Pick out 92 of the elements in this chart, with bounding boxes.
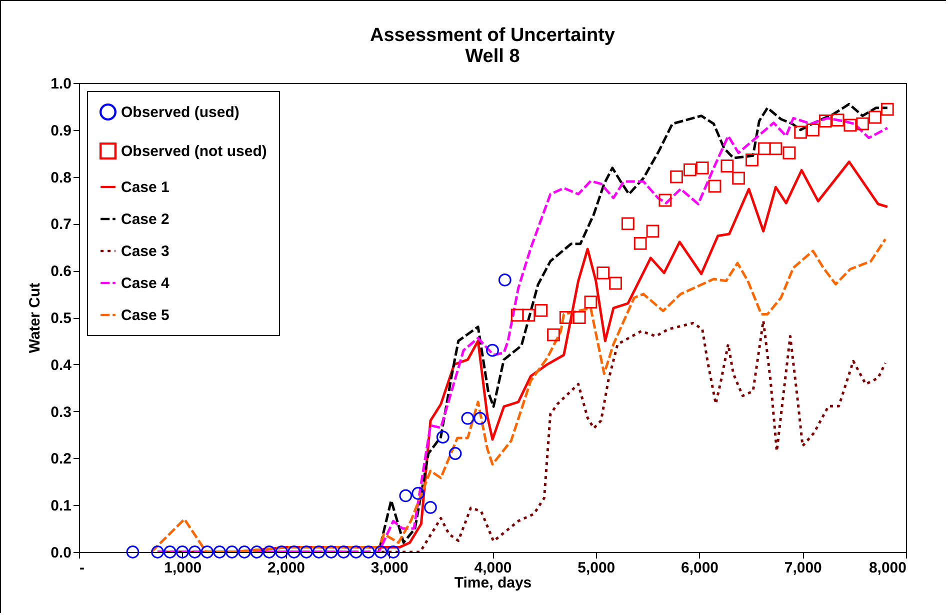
point <box>226 546 238 558</box>
legend-label: Case 2 <box>121 211 170 228</box>
point <box>658 194 672 207</box>
y-tick-label: 0.7 <box>50 216 72 234</box>
point <box>844 118 857 132</box>
point <box>621 217 634 230</box>
point <box>720 160 734 172</box>
point <box>164 546 176 558</box>
point <box>126 546 140 558</box>
point <box>399 489 412 502</box>
legend-label: Case 3 <box>121 243 170 260</box>
point <box>486 344 499 357</box>
point <box>386 546 400 558</box>
point <box>758 142 771 156</box>
point <box>794 126 808 139</box>
point <box>337 546 350 558</box>
point <box>213 546 226 558</box>
x-tick-label: 8,000 <box>868 560 906 576</box>
point <box>769 142 782 156</box>
point <box>534 304 548 317</box>
y-tick-label: 0.8 <box>50 169 72 186</box>
point <box>522 308 536 322</box>
point <box>312 546 326 558</box>
point <box>696 161 709 174</box>
point <box>424 501 437 514</box>
point <box>176 546 189 558</box>
point <box>238 546 251 558</box>
x-tick-label: 4,000 <box>474 560 512 576</box>
y-tick-label: 0.5 <box>50 310 72 327</box>
legend-label: Case 5 <box>121 307 170 324</box>
point <box>708 180 722 193</box>
point <box>596 266 610 280</box>
point <box>818 114 832 128</box>
point <box>300 546 313 558</box>
y-tick-label: 0.0 <box>50 544 72 562</box>
x-tick-label: 3,000 <box>370 560 408 576</box>
x-tick-label: 6,000 <box>680 560 719 576</box>
chart-title: Assessment of Uncertainty <box>370 25 616 46</box>
legend-label: Case 4 <box>121 275 170 292</box>
point <box>856 117 870 130</box>
point <box>188 546 202 558</box>
point <box>547 328 560 342</box>
point <box>151 546 164 558</box>
point <box>572 311 586 324</box>
point <box>670 170 683 184</box>
y-axis-title: Water Cut <box>26 282 44 354</box>
y-tick-label: 0.6 <box>50 263 72 280</box>
point <box>584 296 598 308</box>
point <box>683 163 696 176</box>
y-tick-label: 0.3 <box>50 404 72 421</box>
x-axis-title: Time, days <box>454 574 532 592</box>
point <box>746 153 758 166</box>
point <box>288 546 300 558</box>
legend-label: Observed (used) <box>121 104 240 121</box>
point <box>732 172 745 185</box>
legend-label: Case 1 <box>121 179 170 196</box>
point <box>262 546 276 558</box>
point <box>436 430 450 444</box>
x-tick-label: 1,000 <box>164 560 202 576</box>
point <box>362 546 375 558</box>
legend-label: Observed (not used) <box>121 143 267 160</box>
point <box>609 276 622 290</box>
x-tick-label: 2,000 <box>267 560 306 576</box>
point <box>634 236 647 250</box>
x-tick-label: 5,000 <box>578 560 616 576</box>
point <box>448 447 462 460</box>
x-tick-label: - <box>80 560 84 576</box>
point <box>880 102 894 116</box>
point <box>374 546 388 558</box>
point <box>461 412 474 425</box>
point <box>831 114 844 126</box>
point <box>250 546 264 558</box>
point <box>275 546 288 558</box>
point <box>782 146 796 160</box>
point <box>350 546 362 558</box>
y-tick-label: 0.1 <box>50 498 72 515</box>
y-tick-label: 0.2 <box>50 450 72 468</box>
y-tick-label: 0.9 <box>50 122 72 140</box>
point <box>868 110 882 124</box>
point <box>412 486 425 500</box>
point <box>510 308 524 322</box>
y-tick-label: 0.4 <box>50 356 72 374</box>
point <box>559 311 572 324</box>
point <box>646 224 660 238</box>
y-tick-label: 1.0 <box>50 76 72 92</box>
point <box>200 546 214 558</box>
point <box>498 274 512 286</box>
point <box>806 123 820 136</box>
point <box>474 412 487 425</box>
x-tick-label: 7,000 <box>784 560 822 576</box>
point <box>324 546 338 558</box>
chart-subtitle: Well 8 <box>465 46 520 67</box>
